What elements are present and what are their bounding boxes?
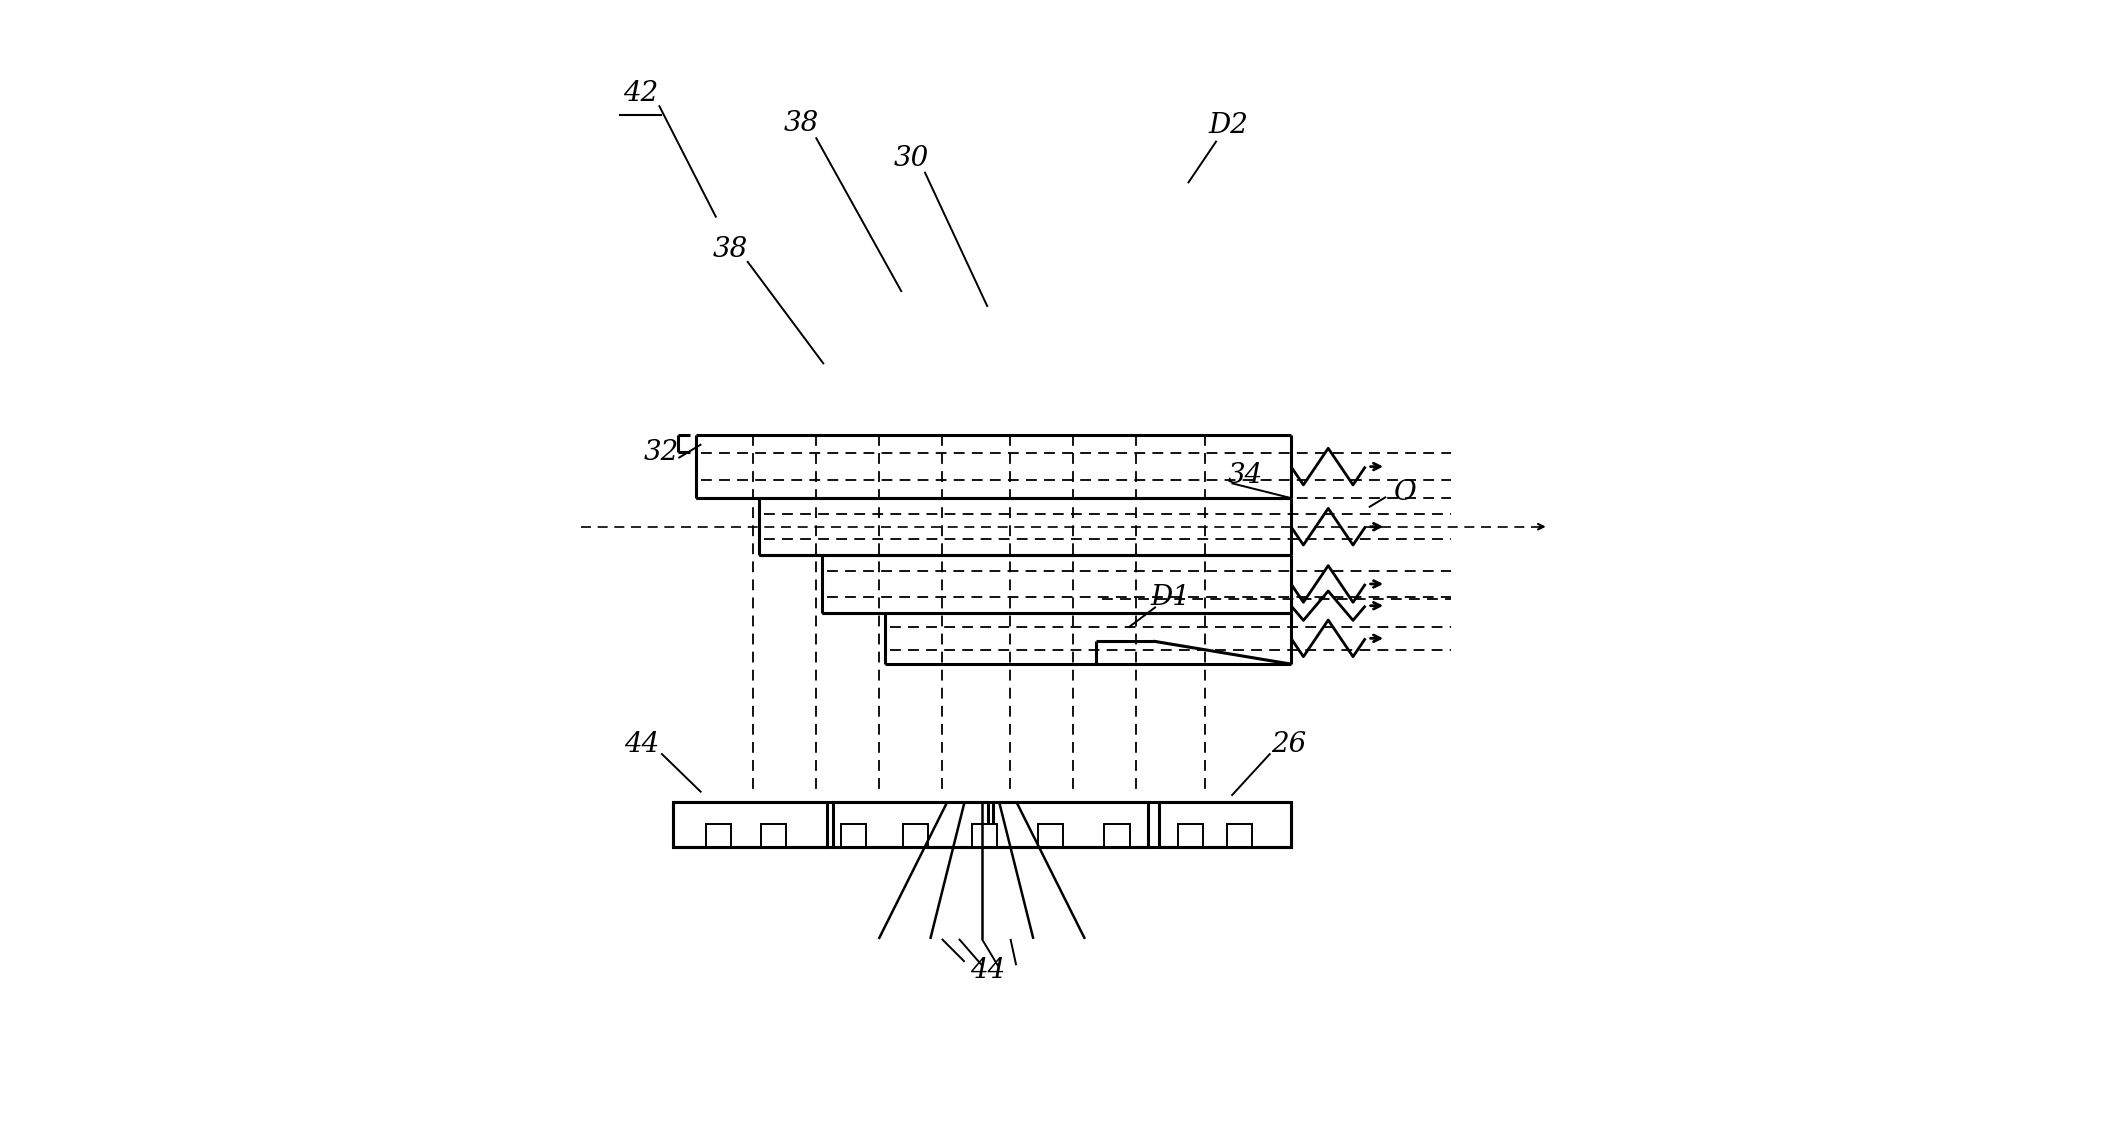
Bar xyxy=(1177,824,1202,847)
Bar xyxy=(884,613,1291,664)
Text: O: O xyxy=(1393,479,1417,506)
Text: D1: D1 xyxy=(1151,584,1192,611)
Bar xyxy=(695,435,1291,498)
Text: 30: 30 xyxy=(894,144,928,172)
Text: 42: 42 xyxy=(622,80,658,108)
Text: 44: 44 xyxy=(971,957,1005,985)
Bar xyxy=(1160,802,1291,847)
Bar xyxy=(822,555,1291,613)
Bar xyxy=(903,824,928,847)
Bar xyxy=(760,824,786,847)
Text: D2: D2 xyxy=(1209,112,1249,140)
Bar xyxy=(758,498,1291,555)
Bar xyxy=(833,802,988,847)
Text: 26: 26 xyxy=(1270,731,1306,758)
Text: 34: 34 xyxy=(1228,461,1264,489)
Bar xyxy=(705,824,731,847)
Bar xyxy=(1228,824,1251,847)
Text: 38: 38 xyxy=(784,110,818,137)
Bar xyxy=(994,802,1147,847)
Bar xyxy=(841,824,867,847)
Bar xyxy=(1039,824,1064,847)
Text: 38: 38 xyxy=(712,236,748,263)
Bar xyxy=(971,824,996,847)
Bar xyxy=(1104,824,1130,847)
Text: 44: 44 xyxy=(624,731,658,758)
Text: 32: 32 xyxy=(644,439,680,466)
Bar xyxy=(673,802,826,847)
